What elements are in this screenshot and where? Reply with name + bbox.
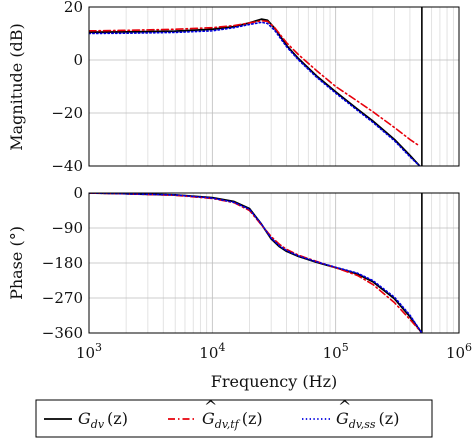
magnitude-axes-frame [88,6,460,167]
y-tick-label: −20 [51,104,83,122]
legend-label: Gdv,tf (z) [202,409,263,431]
magnitude-curve-dv-ss [89,21,421,166]
x-tick-label: 105 [323,341,349,362]
x-axis-label: Frequency (Hz) [211,372,338,391]
magnitude-y-axis-label: Magnitude (dB) [7,23,26,151]
y-tick-label: 0 [73,51,83,69]
x-tick-label: 103 [76,341,102,362]
phase-y-axis-label: Phase (°) [7,226,26,300]
x-tick-labels: 103 104 105 106 [76,341,472,362]
magnitude-grid [89,7,459,166]
legend-entry: Gdv,tf (z)^ [168,397,263,431]
magnitude-subplot: 20 0 −20 −40 Magnitude (dB) [7,0,460,175]
y-tick-label: −180 [42,254,83,272]
phase-subplot: 0 −90 −180 −270 −360 103 104 105 106 Phase (°) [7,184,472,362]
y-tick-label: −90 [51,219,83,237]
magnitude-curve-dv [89,18,421,166]
legend-box [35,399,433,438]
magnitude-curves [89,7,423,166]
x-tick-label: 104 [199,341,225,362]
phase-axes-frame [88,192,460,334]
magnitude-y-ticks: 20 0 −20 −40 [51,0,83,175]
y-tick-label: −360 [42,324,83,342]
x-tick-label: 106 [446,341,472,362]
y-tick-label: −270 [42,289,83,307]
y-tick-label: 20 [64,0,83,16]
legend-label: Gdv (z) [78,409,128,431]
legend-label: Gdv,ss (z) [336,409,399,431]
y-tick-label: −40 [51,157,83,175]
legend-entry: Gdv,ss (z)^ [302,397,399,431]
legend: Gdv (z) Gdv,tf (z)^Gdv,ss (z)^ [35,397,433,438]
magnitude-curve-dv-tf [89,19,421,147]
phase-curve-dv-ss [89,193,423,333]
legend-hat-accent: ^ [338,397,351,416]
legend-hat-accent: ^ [204,397,217,416]
y-tick-label: 0 [73,184,83,202]
phase-y-ticks: 0 −90 −180 −270 −360 [42,184,83,342]
legend-entry: Gdv (z) [44,409,128,431]
phase-curves [89,193,423,333]
